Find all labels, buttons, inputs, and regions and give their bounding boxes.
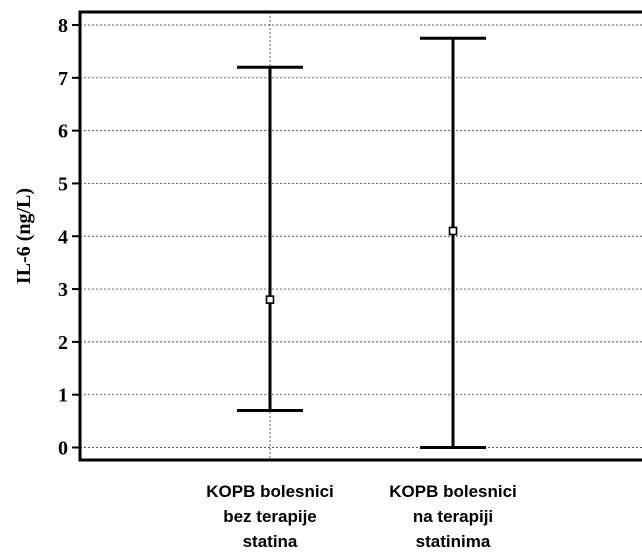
y-tick-label: 1 [58, 385, 68, 407]
center-point [448, 226, 458, 236]
gridlines [80, 12, 642, 460]
category-label-line: bez terapije [223, 507, 317, 526]
y-tick-label: 6 [58, 121, 68, 143]
y-tick-label: 0 [58, 438, 68, 460]
category-label-line: KOPB bolesnici [206, 482, 334, 501]
y-axis-label: IL-6 (ng/L) [13, 188, 35, 284]
category-label: KOPB bolesnici na terapiji statinima [389, 482, 517, 551]
category-label-line: statinima [416, 532, 491, 551]
y-tick-label: 2 [58, 332, 68, 354]
y-tick-label: 5 [58, 173, 68, 195]
error-bars [237, 36, 486, 449]
center-point [265, 295, 275, 304]
y-tick-label: 7 [58, 68, 68, 90]
category-label-line: statina [243, 532, 298, 551]
y-tick-label: 8 [58, 15, 68, 37]
category-label-line: na terapiji [413, 507, 493, 526]
category-label: KOPB bolesnici bez terapije statina [206, 482, 334, 551]
y-tick-label: 3 [58, 279, 68, 301]
y-tick-label: 4 [58, 226, 68, 248]
category-label-line: KOPB bolesnici [389, 482, 517, 501]
y-axis: 0 1 2 3 4 5 6 7 8 [58, 10, 642, 462]
